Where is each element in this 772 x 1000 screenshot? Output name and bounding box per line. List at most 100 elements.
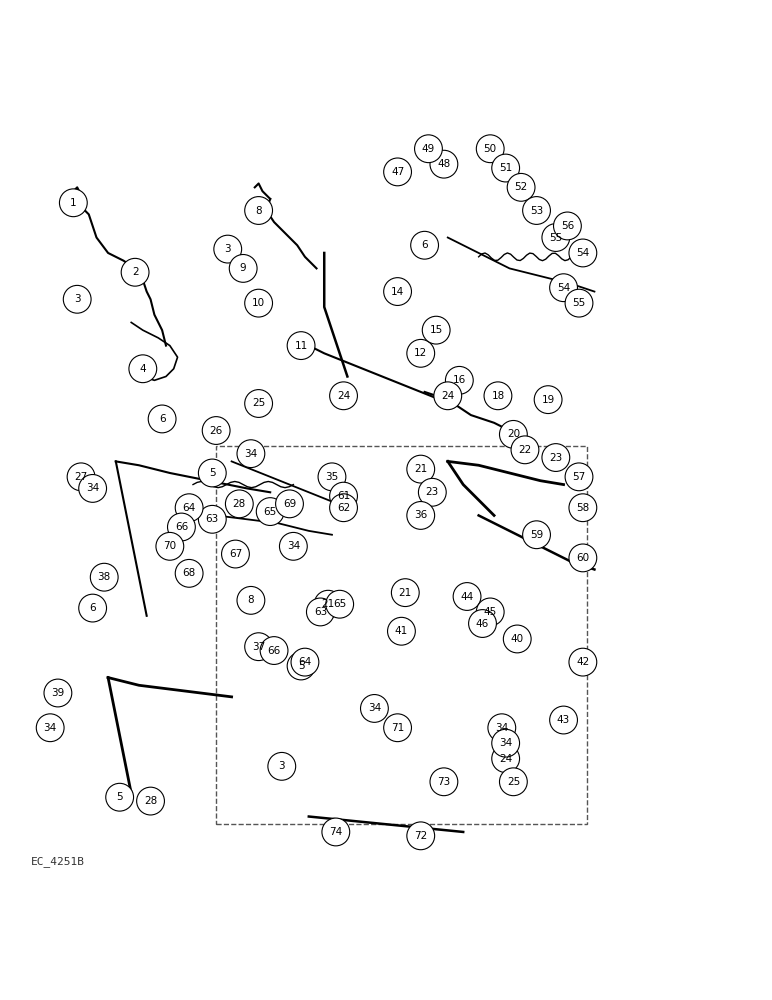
Text: 54: 54 xyxy=(557,283,571,293)
Circle shape xyxy=(554,212,581,240)
Circle shape xyxy=(79,594,107,622)
Circle shape xyxy=(245,197,273,224)
Circle shape xyxy=(445,366,473,394)
Circle shape xyxy=(330,494,357,522)
Circle shape xyxy=(202,417,230,444)
Circle shape xyxy=(279,532,307,560)
Text: 22: 22 xyxy=(518,445,532,455)
Text: 52: 52 xyxy=(514,182,528,192)
Text: 36: 36 xyxy=(414,510,428,520)
Circle shape xyxy=(499,768,527,796)
Circle shape xyxy=(168,513,195,541)
Circle shape xyxy=(492,154,520,182)
Text: 65: 65 xyxy=(263,507,277,517)
Text: 63: 63 xyxy=(313,607,327,617)
Text: 48: 48 xyxy=(437,159,451,169)
Circle shape xyxy=(411,231,438,259)
Text: 8: 8 xyxy=(256,206,262,216)
Text: 3: 3 xyxy=(225,244,231,254)
Text: 34: 34 xyxy=(43,723,57,733)
Circle shape xyxy=(391,579,419,607)
Text: 57: 57 xyxy=(572,472,586,482)
Circle shape xyxy=(79,475,107,502)
Circle shape xyxy=(245,289,273,317)
Text: 24: 24 xyxy=(337,391,350,401)
Text: 51: 51 xyxy=(499,163,513,173)
Circle shape xyxy=(422,316,450,344)
Text: 40: 40 xyxy=(510,634,524,644)
Circle shape xyxy=(384,714,411,742)
Text: 59: 59 xyxy=(530,530,543,540)
Text: 12: 12 xyxy=(414,348,428,358)
Circle shape xyxy=(569,648,597,676)
Circle shape xyxy=(36,714,64,742)
Text: 73: 73 xyxy=(437,777,451,787)
Circle shape xyxy=(59,189,87,217)
Circle shape xyxy=(229,255,257,282)
Circle shape xyxy=(418,478,446,506)
Circle shape xyxy=(63,285,91,313)
Circle shape xyxy=(542,224,570,251)
Text: 28: 28 xyxy=(144,796,157,806)
Circle shape xyxy=(148,405,176,433)
Circle shape xyxy=(330,382,357,410)
Text: 28: 28 xyxy=(232,499,246,509)
Text: 50: 50 xyxy=(483,144,497,154)
Text: 9: 9 xyxy=(240,263,246,273)
Text: 34: 34 xyxy=(86,483,100,493)
Text: 21: 21 xyxy=(414,464,428,474)
Circle shape xyxy=(384,158,411,186)
Circle shape xyxy=(534,386,562,414)
Circle shape xyxy=(90,563,118,591)
Text: 72: 72 xyxy=(414,831,428,841)
Circle shape xyxy=(407,822,435,850)
Text: 55: 55 xyxy=(572,298,586,308)
Text: 58: 58 xyxy=(576,503,590,513)
Circle shape xyxy=(268,752,296,780)
Text: 6: 6 xyxy=(159,414,165,424)
Text: 5: 5 xyxy=(209,468,215,478)
Text: 61: 61 xyxy=(337,491,350,501)
Text: 63: 63 xyxy=(205,514,219,524)
Text: 1: 1 xyxy=(70,198,76,208)
Text: 64: 64 xyxy=(182,503,196,513)
Text: 56: 56 xyxy=(560,221,574,231)
Text: 26: 26 xyxy=(209,426,223,436)
Text: 3: 3 xyxy=(279,761,285,771)
Circle shape xyxy=(225,490,253,518)
Circle shape xyxy=(237,440,265,468)
Circle shape xyxy=(407,455,435,483)
Circle shape xyxy=(384,278,411,305)
Text: 62: 62 xyxy=(337,503,350,513)
Text: 60: 60 xyxy=(576,553,590,563)
Circle shape xyxy=(507,173,535,201)
Circle shape xyxy=(550,706,577,734)
Text: 54: 54 xyxy=(576,248,590,258)
Text: 19: 19 xyxy=(541,395,555,405)
Circle shape xyxy=(137,787,164,815)
Circle shape xyxy=(198,505,226,533)
Circle shape xyxy=(550,274,577,302)
Circle shape xyxy=(237,586,265,614)
Circle shape xyxy=(503,625,531,653)
Circle shape xyxy=(542,444,570,471)
Text: 4: 4 xyxy=(140,364,146,374)
Circle shape xyxy=(322,818,350,846)
Circle shape xyxy=(569,494,597,522)
Text: 5: 5 xyxy=(117,792,123,802)
Circle shape xyxy=(245,633,273,661)
Text: 25: 25 xyxy=(252,398,266,408)
Circle shape xyxy=(44,679,72,707)
Text: 46: 46 xyxy=(476,619,489,629)
Text: 6: 6 xyxy=(90,603,96,613)
Circle shape xyxy=(430,150,458,178)
Circle shape xyxy=(222,540,249,568)
Circle shape xyxy=(106,783,134,811)
Circle shape xyxy=(476,135,504,163)
Text: 21: 21 xyxy=(321,599,335,609)
Circle shape xyxy=(499,420,527,448)
Circle shape xyxy=(306,598,334,626)
Text: 49: 49 xyxy=(422,144,435,154)
Text: 34: 34 xyxy=(286,541,300,551)
Text: 15: 15 xyxy=(429,325,443,335)
